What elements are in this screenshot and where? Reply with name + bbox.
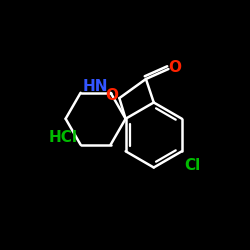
Text: O: O (105, 88, 118, 103)
Text: HCl: HCl (48, 130, 78, 145)
Text: O: O (168, 60, 181, 75)
Text: Cl: Cl (184, 158, 200, 172)
Text: HN: HN (82, 79, 108, 94)
